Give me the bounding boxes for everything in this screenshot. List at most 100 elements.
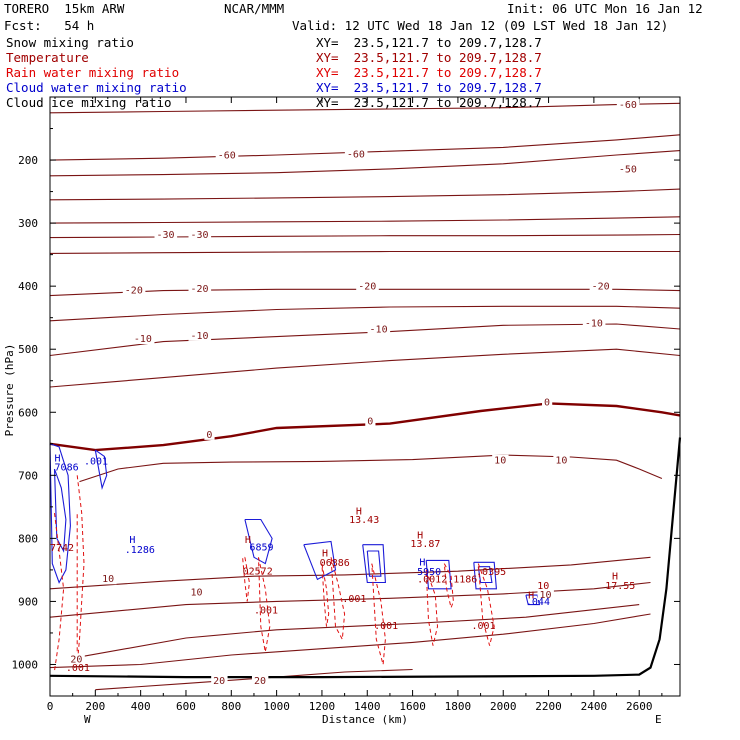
value-label: H	[419, 557, 425, 568]
x-tick-label: 600	[176, 700, 196, 713]
value-label: 13.87	[410, 539, 440, 550]
value-label: .044	[526, 597, 550, 608]
rain-water-contour	[258, 557, 271, 652]
value-label: .0012.1186	[417, 575, 477, 586]
isotherm-label: 10	[494, 456, 506, 467]
legend-entry-name: Snow mixing ratio	[6, 35, 134, 50]
rain-water-contour	[443, 563, 454, 610]
isotherm-label-bg	[211, 674, 228, 686]
value-label: .1286	[125, 545, 155, 556]
value-label: H	[356, 506, 362, 517]
cloud-water-contour	[49, 443, 71, 584]
isotherm-label: -10	[370, 325, 388, 336]
isotherm-line	[49, 556, 651, 590]
isotherm-line	[72, 604, 640, 659]
value-label: H	[55, 453, 61, 464]
rain-water-contour	[76, 475, 85, 665]
cloud-water-contour	[473, 561, 497, 590]
value-label: H	[612, 571, 618, 582]
value-label: .001	[254, 605, 278, 616]
rain-water-contour	[242, 556, 250, 602]
isotherm-label: -20	[191, 284, 209, 295]
isotherm-label: 20	[70, 654, 82, 665]
legend-entry-xy: XY= 23.5,121.7 to 209.7,128.7	[316, 65, 542, 80]
x-tick-label: 1200	[309, 700, 336, 713]
isotherm-line	[49, 348, 681, 388]
isotherm-label: -20	[592, 282, 610, 293]
isotherm-label-bg	[154, 228, 178, 240]
isotherm-label-bg	[204, 428, 215, 440]
cloud-water-contours	[49, 443, 541, 606]
axes: 0 200 400 600 800 1000 1200 1400 1600 1800 2000 220…	[12, 97, 680, 713]
isotherm-label: -30	[191, 230, 209, 241]
y-tick-label: 1000	[12, 658, 39, 671]
legend-entry-name: Temperature	[6, 50, 89, 65]
isotherm-label-bg	[122, 284, 146, 296]
rain-water-contour	[425, 569, 439, 646]
x-tick-label: 1600	[399, 700, 426, 713]
value-label: 02572	[243, 566, 273, 577]
isotherm-label: -60	[218, 151, 236, 162]
value-label: H	[322, 549, 328, 560]
value-label: 6859	[249, 542, 273, 553]
value-labels: H7086.001H.12867742H685902572.001H06886.…	[50, 453, 635, 673]
isotherm-label: -60	[347, 149, 365, 160]
isotherm-label: 10	[102, 574, 114, 585]
terrain-line	[49, 437, 682, 679]
cloud-water-contour	[94, 449, 108, 490]
x-tick-label: 2200	[535, 700, 562, 713]
rain-water-contour	[321, 563, 330, 627]
value-label: .001	[342, 594, 366, 605]
cloud-water-contour	[425, 559, 452, 590]
isotherm-label: -60	[619, 100, 637, 111]
legend-entry-name: Rain water mixing ratio	[6, 65, 180, 80]
isotherm-label-bg	[344, 148, 368, 160]
cloud-water-contour	[244, 518, 273, 565]
rain-water-contour	[371, 563, 386, 665]
isotherm-label-bg	[131, 333, 155, 345]
isotherm-label: -30	[157, 230, 175, 241]
rain-water-contour	[54, 513, 65, 671]
y-tick-label: 300	[18, 217, 38, 230]
isotherm-line	[49, 150, 681, 177]
x-tick-label: 0	[47, 700, 54, 713]
isotherm-label-bg	[100, 573, 117, 585]
terrain-surface	[49, 437, 682, 679]
isotherm-label-bg	[582, 317, 606, 329]
x-tick-label: 2400	[581, 700, 608, 713]
isotherm-label-bg	[188, 283, 212, 295]
center-title: NCAR/MMM	[224, 1, 285, 16]
cloud-water-contour	[53, 468, 67, 553]
x-tick-label: 200	[85, 700, 105, 713]
isotherm-label: -50	[619, 164, 637, 175]
model-title: TORERO 15km ARW	[4, 1, 125, 16]
isotherm-label: 0	[206, 430, 212, 441]
x-tick-label: 2600	[626, 700, 653, 713]
rain-water-contour	[330, 557, 346, 642]
isotherm-labels: -60 -60 -60 -50 -30 -30 -20 -20 -20 -20 -10 -10 -10 -…	[68, 99, 640, 687]
y-axis-label: Pressure (hPa)	[3, 344, 16, 437]
x-tick-label: 1000	[263, 700, 290, 713]
isotherm-label: -20	[125, 285, 143, 296]
value-label: 17.55	[605, 581, 635, 592]
isotherm-label: 10	[539, 590, 551, 601]
isotherm-label: -10	[585, 318, 603, 329]
isotherm-label: 20	[254, 676, 266, 687]
y-tick-label: 500	[18, 343, 38, 356]
rain-water-contour	[477, 563, 495, 646]
legend-entry-xy: XY= 23.5,121.7 to 209.7,128.7	[316, 35, 542, 50]
y-tick-label: 700	[18, 469, 38, 482]
isotherm-line	[49, 581, 651, 618]
rain-water-contours	[54, 475, 495, 671]
isotherm-label-bg	[68, 653, 85, 665]
isotherm-label-bg	[356, 280, 379, 292]
legend-entry-xy: XY= 23.5,121.7 to 209.7,128.7	[316, 50, 542, 65]
value-label: 13.43	[349, 515, 379, 526]
y-tick-label: 800	[18, 532, 38, 545]
endpoint-left: W	[84, 713, 91, 726]
cloud-water-contour	[362, 544, 386, 584]
isotherm-label-bg	[492, 454, 509, 466]
isotherm-label: -10	[191, 331, 209, 342]
isotherm-label: -20	[358, 282, 376, 293]
isotherm-label: 10	[555, 456, 567, 467]
